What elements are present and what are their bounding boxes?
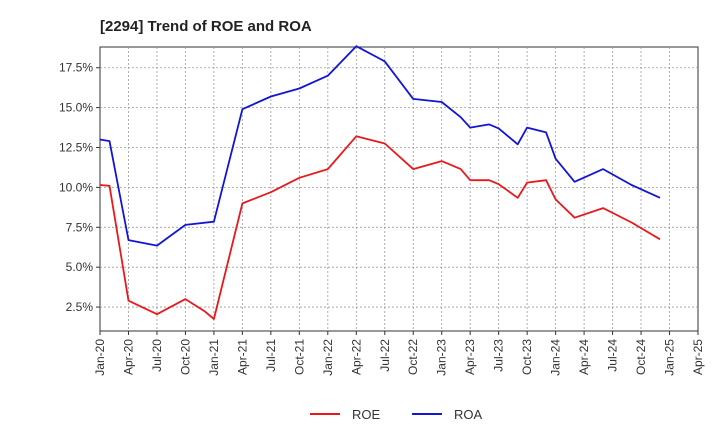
x-tick-label: Jan-24 — [549, 339, 563, 376]
chart-title: [2294] Trend of ROE and ROA — [100, 18, 312, 35]
x-tick-label: Oct-21 — [292, 339, 306, 375]
x-tick-label: Jul-20 — [150, 339, 164, 372]
y-tick-label: 17.5% — [59, 61, 93, 75]
series-line-roa — [99, 45, 661, 247]
x-tick-label: Jan-20 — [93, 339, 107, 376]
x-tick-label: Apr-20 — [121, 339, 135, 375]
x-tick-label: Jan-23 — [435, 339, 449, 376]
x-tick-label: Jan-22 — [321, 339, 335, 376]
series-group — [99, 45, 661, 320]
x-tick-label: Jul-22 — [378, 339, 392, 372]
x-tick-label: Apr-25 — [691, 339, 705, 375]
x-tick-label: Jan-25 — [663, 339, 677, 376]
x-axis: Jan-20 Apr-20 Jul-20 Oct-20 Jan-21 Apr-21 Jul-… — [93, 331, 705, 376]
x-tick-label: Oct-20 — [178, 339, 192, 375]
x-tick-label: Oct-24 — [634, 339, 648, 375]
grid — [100, 47, 698, 331]
y-tick-label: 5.0% — [66, 260, 94, 274]
series-line-roe — [99, 135, 661, 320]
legend-label-roe: ROE — [352, 407, 381, 422]
y-tick-label: 15.0% — [59, 101, 93, 115]
legend-label-roa: ROA — [454, 407, 483, 422]
legend: ROE ROA — [310, 407, 483, 422]
y-tick-label: 12.5% — [59, 141, 93, 155]
x-tick-label: Apr-22 — [349, 339, 363, 375]
y-axis: 2.5% 5.0% 7.5% 10.0% 12.5% 15.0% 17.5% — [59, 61, 100, 314]
x-tick-label: Jul-21 — [264, 339, 278, 372]
x-tick-label: Oct-23 — [520, 339, 534, 375]
x-tick-label: Jul-23 — [492, 339, 506, 372]
x-tick-label: Apr-24 — [577, 339, 591, 375]
plot-area — [99, 46, 699, 332]
x-tick-label: Jul-24 — [606, 339, 620, 372]
x-tick-label: Oct-22 — [406, 339, 420, 375]
x-tick-label: Jan-21 — [207, 339, 221, 376]
y-tick-label: 10.0% — [59, 180, 93, 194]
y-tick-label: 7.5% — [66, 220, 94, 234]
x-tick-label: Apr-23 — [463, 339, 477, 375]
x-tick-label: Apr-21 — [235, 339, 249, 375]
y-tick-label: 2.5% — [66, 300, 94, 314]
